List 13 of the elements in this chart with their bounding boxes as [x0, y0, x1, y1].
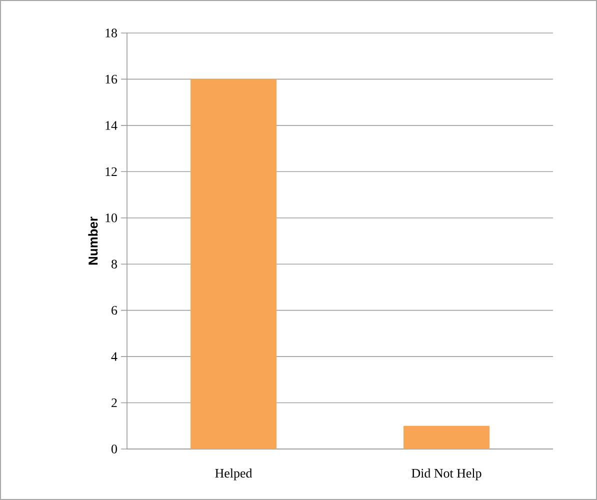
y-tick-label: 16: [106, 74, 118, 84]
y-tick-label: 18: [106, 28, 117, 38]
y-axis-title: Number: [88, 216, 98, 265]
y-tick-label: 0: [112, 444, 117, 454]
x-tick-label: Helped: [215, 468, 252, 480]
y-tick-label: 14: [106, 121, 118, 130]
y-tick-label: 8: [112, 260, 117, 268]
y-tick-label: 10: [106, 214, 117, 222]
y-tick-label: 6: [112, 306, 118, 315]
y-tick-label: 2: [112, 398, 117, 408]
y-tick-label: 12: [106, 167, 117, 176]
y-tick-label: 4: [111, 352, 118, 361]
x-tick-label: Did Not Help: [412, 468, 482, 480]
